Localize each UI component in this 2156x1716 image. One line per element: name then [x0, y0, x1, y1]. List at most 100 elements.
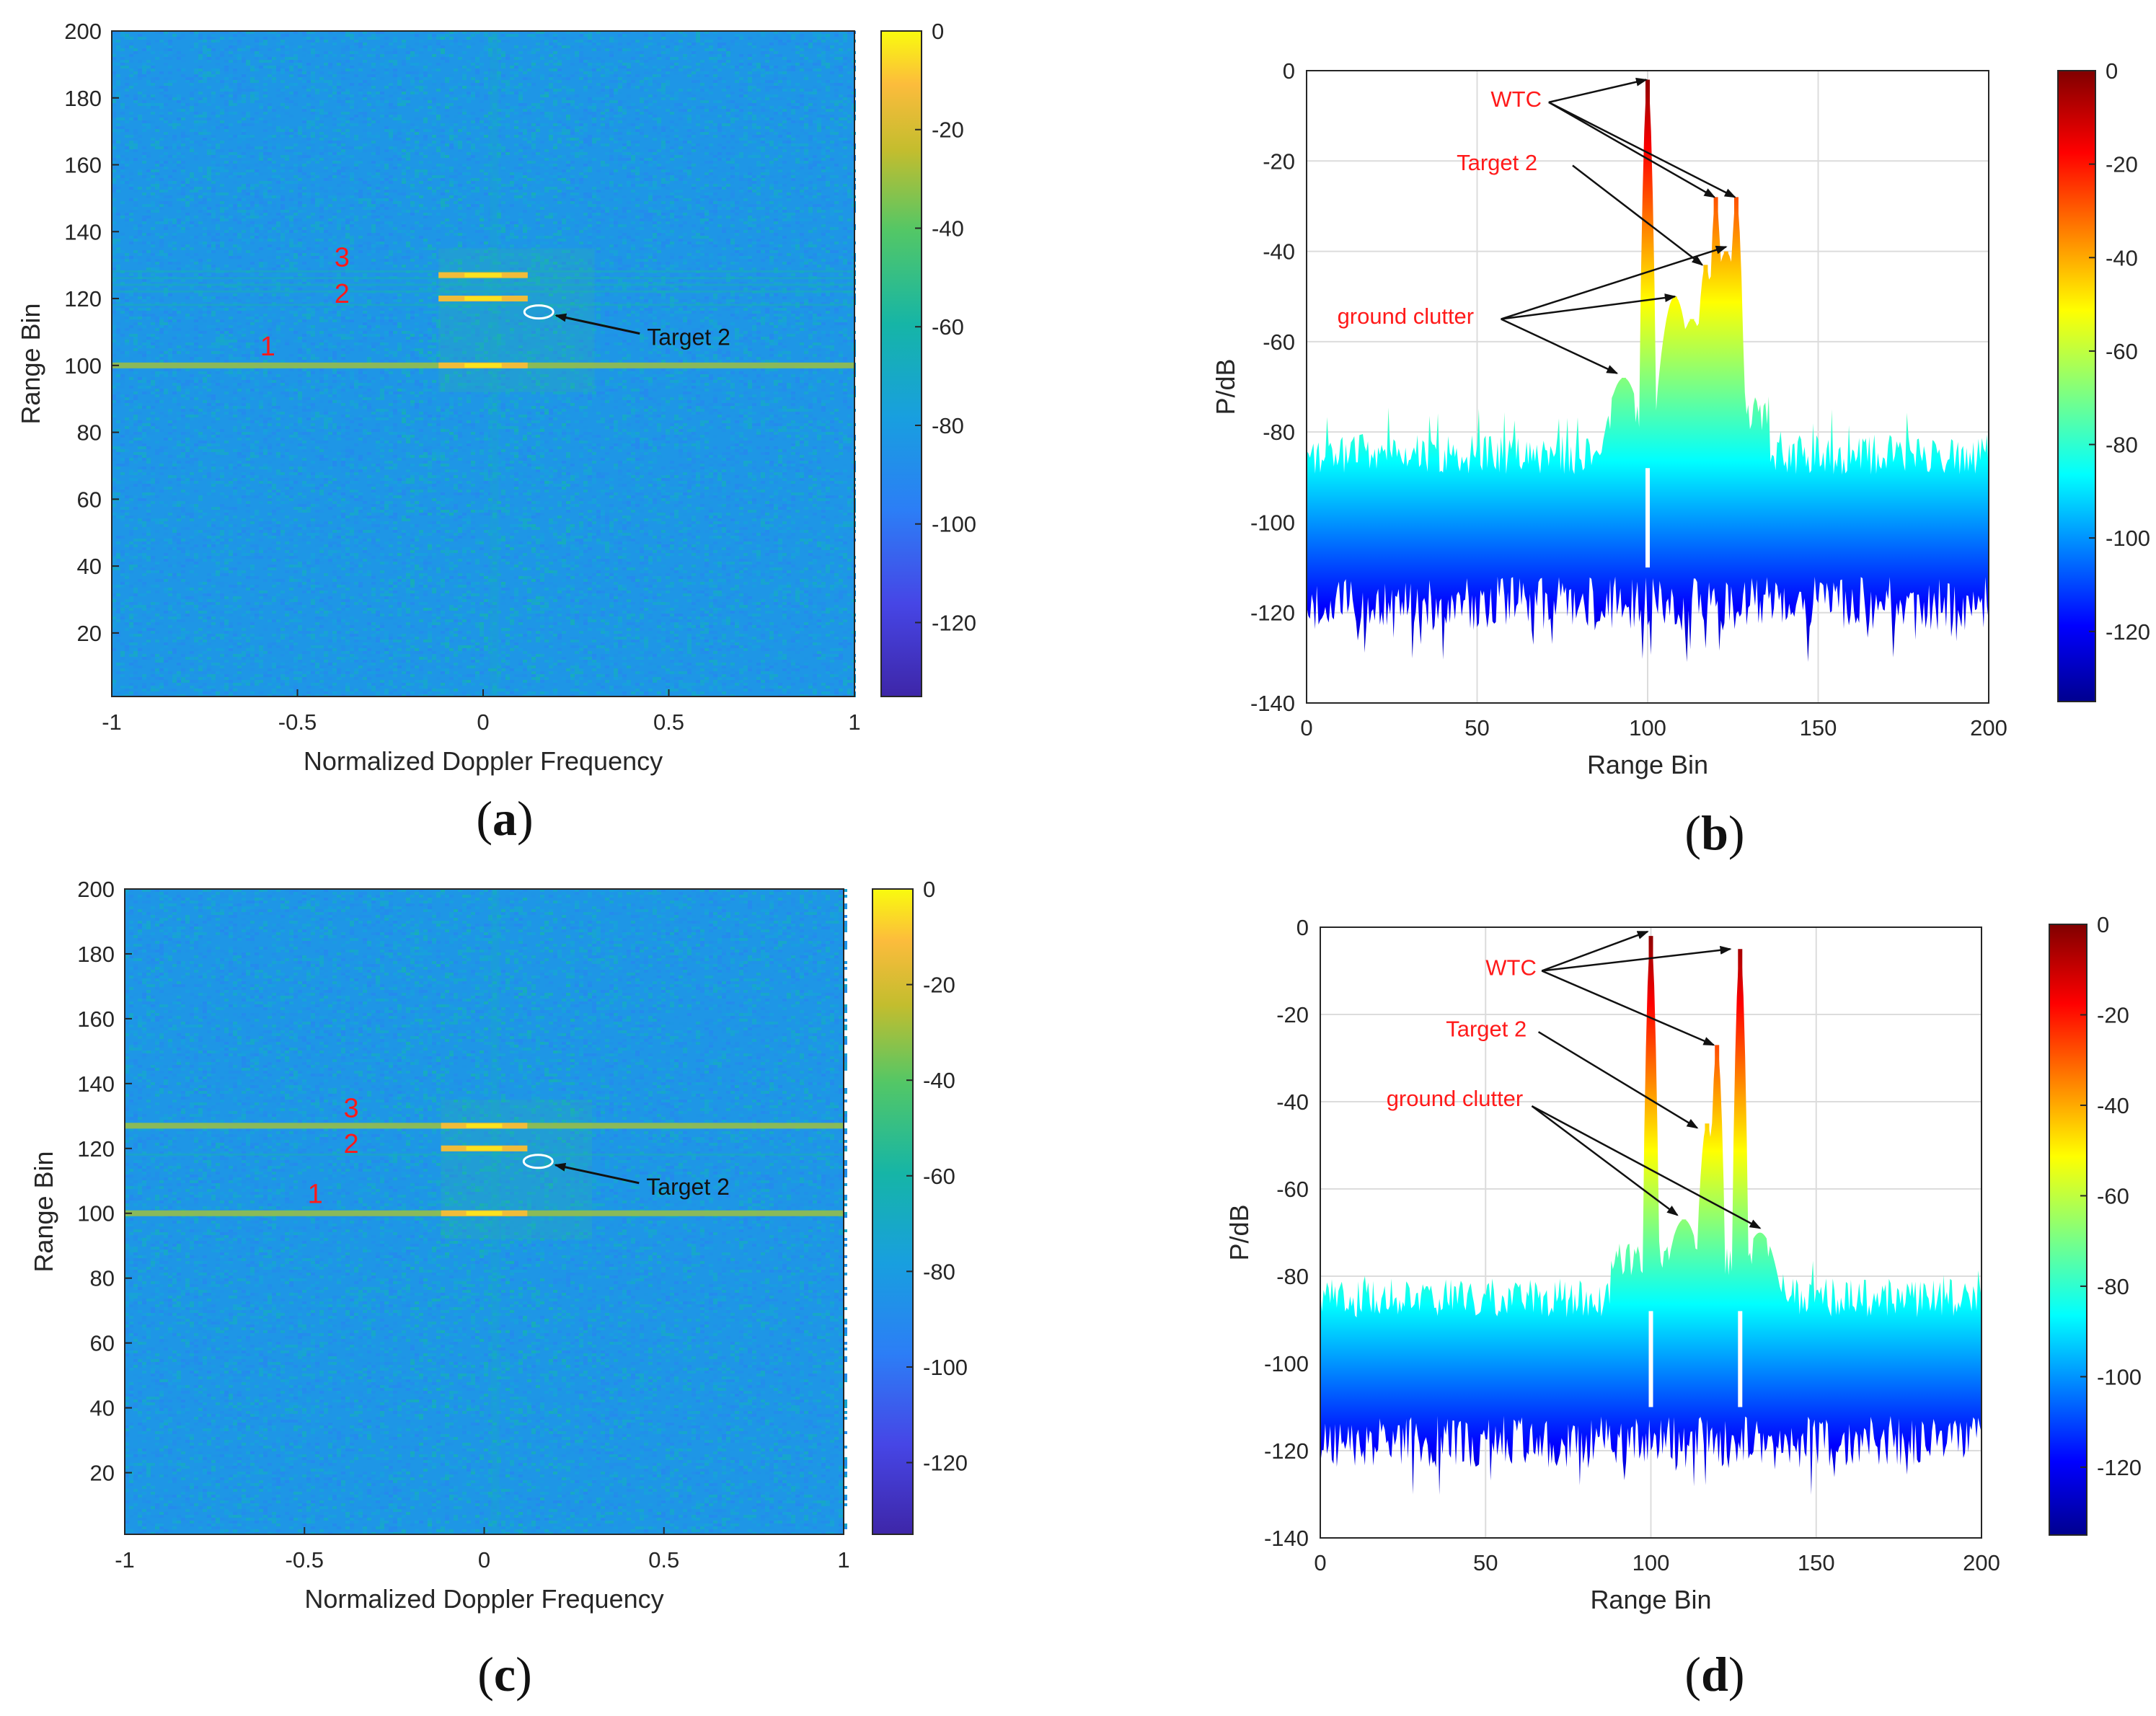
heatmap-cell-a — [717, 45, 722, 48]
heatmap-cell-a — [293, 48, 298, 51]
heatmap-cell-a — [168, 48, 172, 51]
heatmap-cell-a — [748, 37, 752, 40]
heatmap-cell-a — [367, 37, 371, 40]
heatmap-cell-a — [596, 43, 601, 45]
heatmap-cell-a — [255, 40, 259, 43]
heatmap-cell-a — [588, 34, 592, 37]
heatmap-cell-a — [436, 43, 441, 45]
heatmap-cell-a — [142, 57, 146, 60]
heatmap-cell-a — [670, 57, 674, 60]
heatmap-cell-a — [423, 34, 428, 37]
heatmap-cell-a — [393, 37, 397, 40]
heatmap-cell-a — [843, 57, 847, 60]
heatmap-cell-a — [627, 43, 631, 45]
heatmap-cell-a — [635, 60, 640, 63]
heatmap-cell-a — [168, 51, 172, 54]
heatmap-cell-a — [354, 40, 358, 43]
heatmap-cell-a — [246, 63, 250, 66]
heatmap-cell-a — [531, 37, 536, 40]
heatmap-cell-a — [168, 45, 172, 48]
heatmap-cell-a — [445, 37, 449, 40]
heatmap-cell-a — [146, 60, 151, 63]
heatmap-cell-a — [510, 66, 514, 68]
heatmap-cell-a — [480, 54, 484, 57]
heatmap-cell-a — [471, 34, 475, 37]
heatmap-cell-a — [843, 40, 847, 43]
heatmap-cell-a — [242, 37, 246, 40]
heatmap-cell-a — [376, 37, 380, 40]
heatmap-cell-a — [358, 37, 363, 40]
heatmap-cell-a — [142, 63, 146, 66]
heatmap-cell-a — [700, 34, 704, 37]
heatmap-cell-a — [692, 45, 696, 48]
heatmap-cell-a — [730, 66, 735, 68]
heatmap-cell-a — [800, 68, 804, 71]
heatmap-cell-a — [133, 66, 138, 68]
heatmap-cell-a — [717, 34, 722, 37]
heatmap-cell-a — [505, 40, 510, 43]
heatmap-cell-a — [782, 57, 787, 60]
heatmap-cell-a — [332, 37, 337, 40]
heatmap-cell-a — [341, 48, 345, 51]
heatmap-cell-a — [224, 48, 229, 51]
heatmap-cell-a — [614, 40, 618, 43]
heatmap-cell-a — [229, 60, 233, 63]
heatmap-cell-a — [800, 57, 804, 60]
heatmap-cell-a — [371, 54, 376, 57]
heatmap-cell-a — [583, 63, 588, 66]
heatmap-cell-a — [618, 34, 622, 37]
heatmap-cell-a — [527, 66, 531, 68]
heatmap-cell-a — [237, 40, 242, 43]
heatmap-cell-a — [341, 40, 345, 43]
heatmap-cell-a — [181, 60, 185, 63]
heatmap-cell-a — [830, 54, 834, 57]
heatmap-cell-a — [116, 63, 120, 66]
heatmap-cell-a — [817, 54, 821, 57]
heatmap-cell-a — [722, 60, 726, 63]
heatmap-cell-a — [817, 37, 821, 40]
heatmap-cell-a — [220, 37, 224, 40]
heatmap-cell-a — [713, 57, 717, 60]
heatmap-cell-a — [756, 66, 761, 68]
heatmap-cell-a — [423, 68, 428, 71]
heatmap-cell-a — [246, 68, 250, 71]
heatmap-cell-a — [661, 34, 666, 37]
heatmap-cell-a — [406, 45, 410, 48]
heatmap-cell-a — [285, 68, 289, 71]
heatmap-cell-a — [588, 43, 592, 45]
heatmap-cell-a — [795, 43, 800, 45]
heatmap-cell-a — [813, 63, 817, 66]
heatmap-cell-a — [735, 37, 739, 40]
heatmap-cell-a — [142, 68, 146, 71]
heatmap-cell-a — [172, 63, 177, 66]
heatmap-cell-a — [748, 57, 752, 60]
heatmap-cell-a — [787, 68, 791, 71]
heatmap-cell-a — [666, 45, 670, 48]
heatmap-cell-a — [298, 60, 302, 63]
heatmap-cell-a — [501, 54, 505, 57]
heatmap-cell-a — [692, 43, 696, 45]
heatmap-cell-a — [216, 40, 220, 43]
heatmap-cell-a — [795, 68, 800, 71]
heatmap-cell-a — [726, 54, 730, 57]
heatmap-cell-a — [722, 63, 726, 66]
heatmap-cell-a — [207, 37, 211, 40]
heatmap-cell-a — [657, 68, 661, 71]
heatmap-cell-a — [445, 34, 449, 37]
heatmap-cell-a — [692, 51, 696, 54]
heatmap-cell-a — [423, 60, 428, 63]
heatmap-cell-a — [601, 37, 605, 40]
heatmap-cell-a — [475, 51, 480, 54]
heatmap-cell-a — [765, 68, 769, 71]
heatmap-cell-a — [670, 68, 674, 71]
heatmap-cell-a — [328, 51, 332, 54]
heatmap-cell-a — [207, 51, 211, 54]
heatmap-cell-a — [653, 51, 657, 54]
heatmap-cell-a — [146, 66, 151, 68]
heatmap-cell-a — [259, 48, 263, 51]
heatmap-cell-a — [644, 43, 648, 45]
heatmap-cell-a — [306, 37, 311, 40]
heatmap-cell-a — [207, 54, 211, 57]
heatmap-cell-a — [198, 37, 203, 40]
heatmap-cell-a — [523, 45, 527, 48]
